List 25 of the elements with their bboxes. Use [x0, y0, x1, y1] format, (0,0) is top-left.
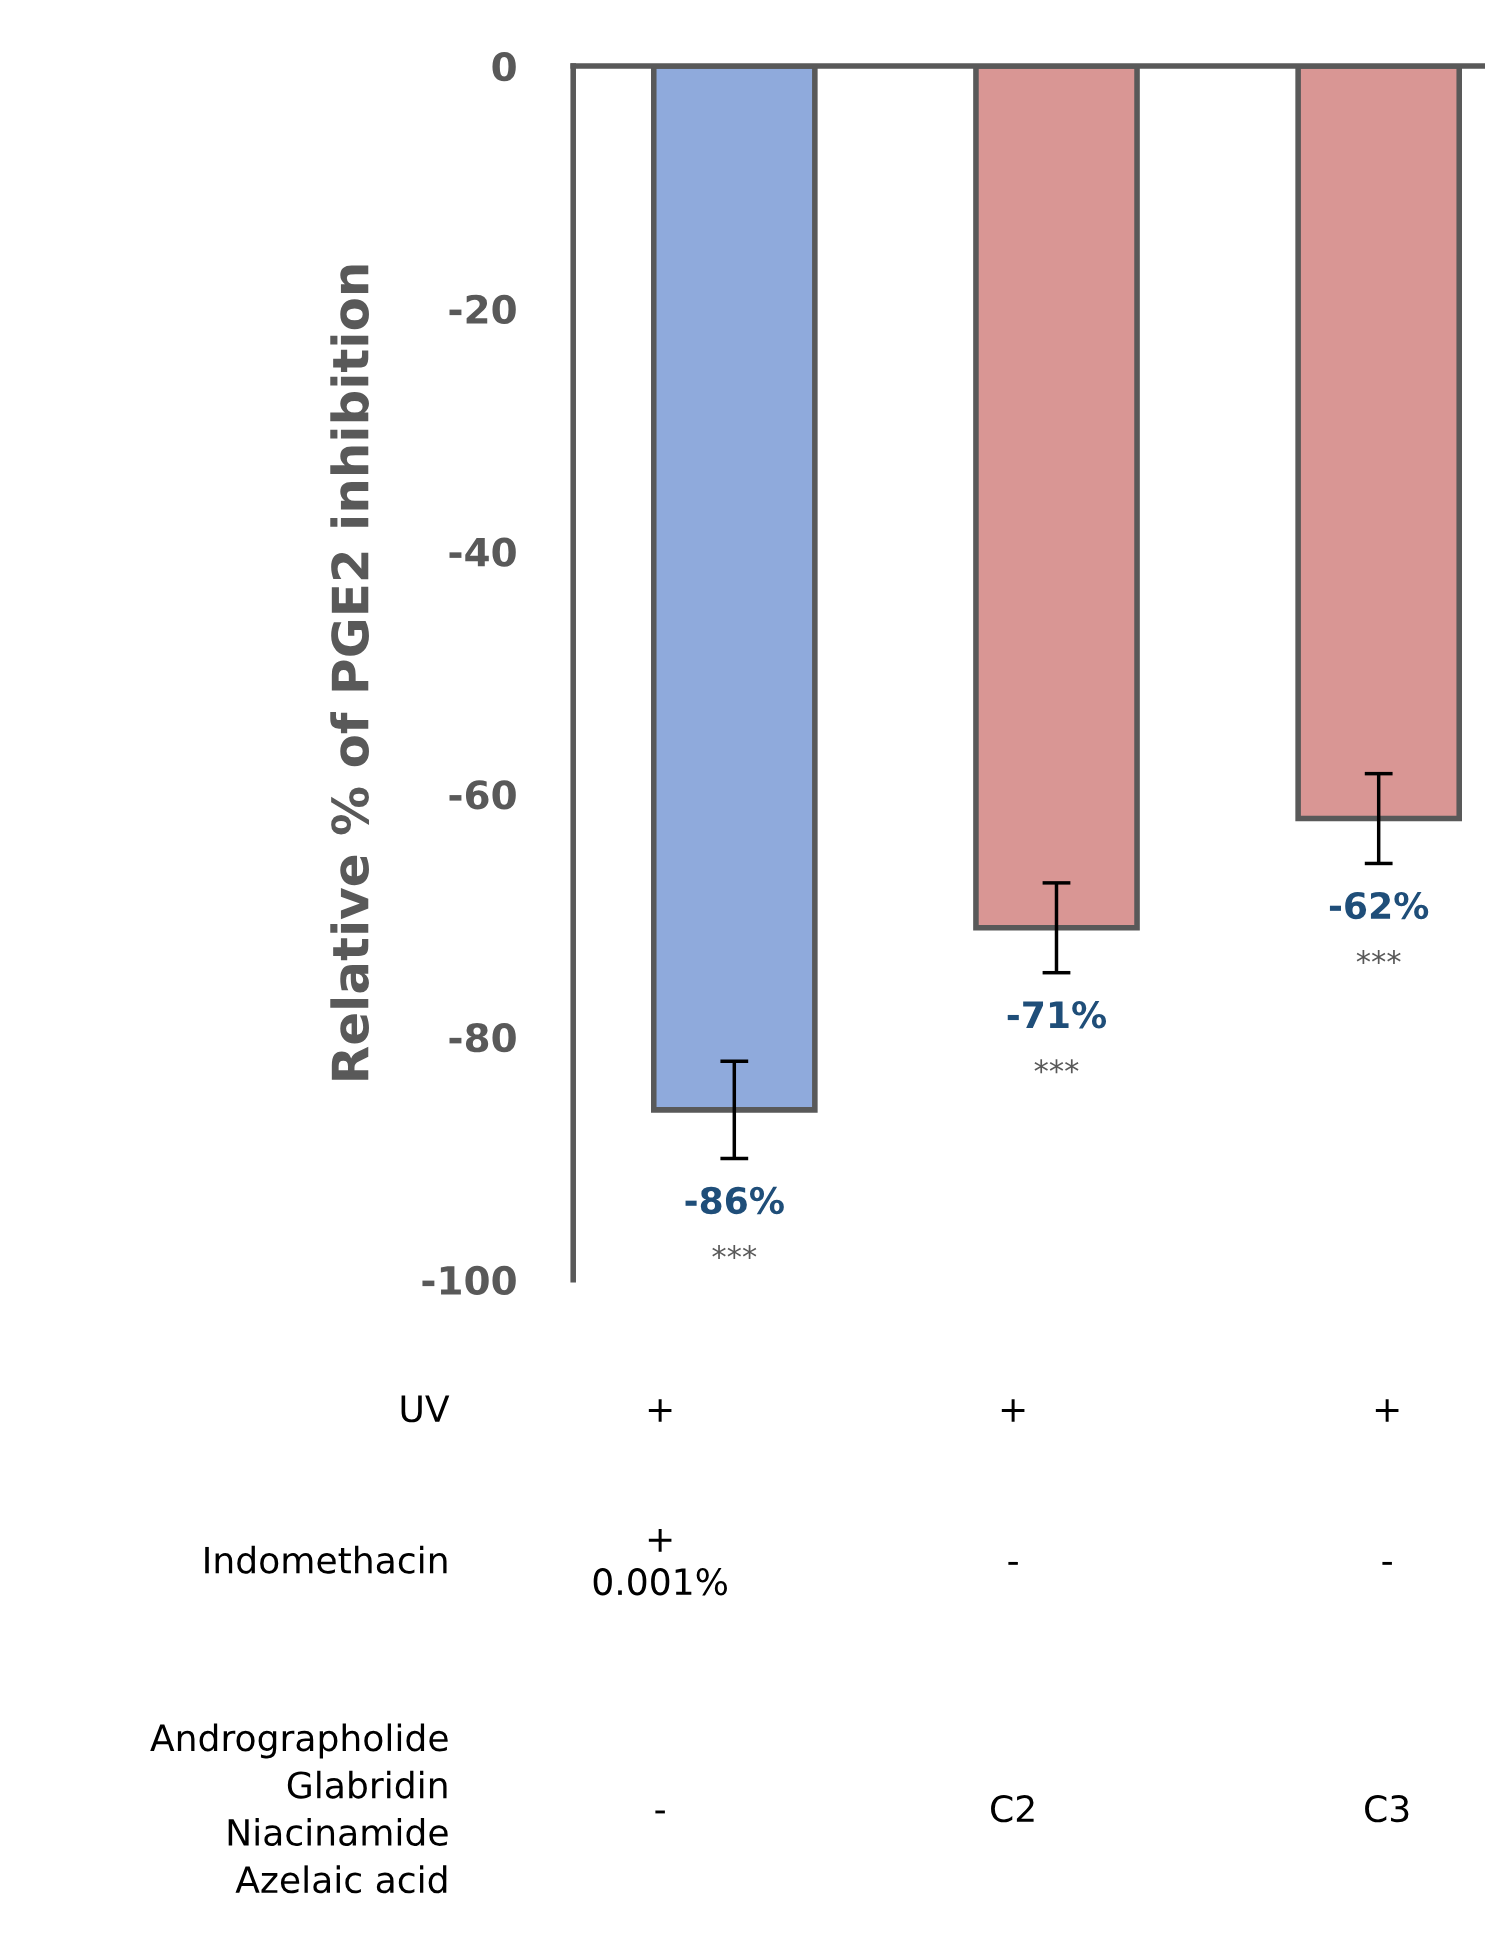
y-tick-label: -40 [449, 537, 516, 567]
text: Indomethacin [205, 1545, 447, 1574]
text: + 0.001% [593, 1529, 727, 1596]
y-axis-title: Relative % of PGE2 inhibition [330, 265, 369, 1080]
annotation: *** [1034, 1059, 1079, 1074]
y-tick-label: -20 [449, 294, 516, 325]
text: Andrographolide Glabridin Niacinamide Azelaic acid [150, 1723, 448, 1894]
text: - [1382, 1561, 1392, 1565]
data-label: -71% [1007, 1001, 1107, 1029]
data-label: -62% [1329, 891, 1429, 920]
text: UV [401, 1395, 450, 1423]
text: - [1008, 1561, 1018, 1565]
y-tick-label: -100 [422, 1265, 516, 1296]
text: C2 [991, 1795, 1034, 1823]
text: - [655, 1810, 665, 1814]
y-tick-label: 0 [492, 51, 516, 82]
y-tick-label: -80 [449, 1022, 516, 1053]
annotation: *** [1356, 950, 1401, 965]
data-label: -86% [685, 1186, 784, 1215]
text: + [1001, 1399, 1025, 1422]
annotation: *** [712, 1245, 757, 1259]
text: + [648, 1399, 672, 1422]
text: + [1375, 1399, 1399, 1422]
text: C3 [1365, 1795, 1409, 1823]
y-tick-label: -60 [449, 780, 516, 810]
